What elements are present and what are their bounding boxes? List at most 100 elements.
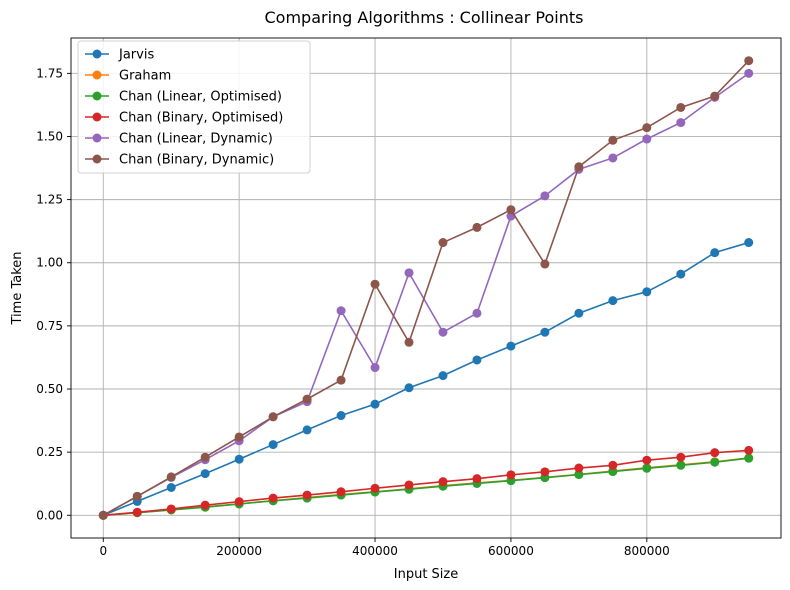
data-point <box>336 306 346 316</box>
data-point <box>540 327 550 337</box>
legend-entry: Chan (Binary, Optimised) <box>85 111 283 126</box>
data-point <box>676 452 686 462</box>
legend-entry: Chan (Binary, Dynamic) <box>85 153 274 168</box>
series-line <box>103 449 749 517</box>
series-layer <box>98 56 754 520</box>
legend-marker <box>92 91 102 101</box>
data-point <box>574 470 584 480</box>
data-point <box>608 460 618 470</box>
legend-marker <box>92 154 102 164</box>
data-point <box>404 337 414 347</box>
legend-entry: Jarvis <box>85 48 154 63</box>
legend-label: Chan (Linear, Dynamic) <box>119 132 273 147</box>
x-tick-label: 800000 <box>624 544 670 558</box>
legend-entry: Graham <box>85 69 171 84</box>
data-point <box>234 454 244 464</box>
legend-label: Chan (Binary, Optimised) <box>119 111 283 126</box>
data-point <box>574 308 584 318</box>
legend: Jarvis Graham Chan (Linear, Optimised) Chan… <box>77 40 311 174</box>
data-point <box>404 268 414 278</box>
x-axis-label: Input Size <box>394 567 458 582</box>
legend-marker <box>92 133 102 143</box>
y-tick-label: 0.25 <box>36 445 63 459</box>
data-point <box>438 327 448 337</box>
data-point <box>540 259 550 269</box>
legend-marker <box>92 70 102 80</box>
data-point <box>676 269 686 279</box>
data-point <box>268 412 278 422</box>
data-point <box>438 238 448 248</box>
data-point <box>710 448 720 458</box>
data-point <box>642 463 652 473</box>
series-line <box>102 241 749 517</box>
legend-label: Chan (Linear, Optimised) <box>119 90 282 105</box>
y-tick-label: 1.75 <box>36 66 63 80</box>
data-point <box>404 480 414 490</box>
plot-frame <box>70 37 782 539</box>
data-point <box>302 394 312 404</box>
series-line <box>102 72 750 516</box>
data-point <box>676 460 686 470</box>
y-tick-label: 1.00 <box>36 256 63 270</box>
y-tick-label: 1.50 <box>36 129 63 143</box>
legend-label: Jarvis <box>118 48 154 63</box>
x-tick-label: 600000 <box>488 544 534 558</box>
y-axis-label: Time Taken <box>10 251 25 325</box>
series-5 <box>98 56 754 520</box>
data-point <box>506 470 516 480</box>
data-point <box>132 491 142 501</box>
data-point <box>472 308 482 318</box>
data-point <box>540 191 550 201</box>
legend-label: Chan (Binary, Dynamic) <box>119 153 274 168</box>
x-tick-label: 0 <box>99 544 107 558</box>
data-point <box>710 91 720 101</box>
data-point <box>608 153 618 163</box>
data-point <box>472 474 482 484</box>
data-point <box>370 483 380 493</box>
data-point <box>268 493 278 503</box>
data-point <box>166 472 176 482</box>
data-point <box>574 162 584 172</box>
legend-box <box>77 40 311 174</box>
data-point <box>98 510 108 520</box>
data-point <box>472 355 482 365</box>
data-point <box>370 399 380 409</box>
series-line <box>103 457 749 517</box>
tick-layer: 0 200000 400000 600000 800000 0.00 0.25 0.50 0.7… <box>36 66 669 558</box>
series-3 <box>98 445 754 520</box>
data-point <box>710 248 720 258</box>
data-point <box>234 432 244 442</box>
data-point <box>744 453 754 463</box>
data-point <box>234 497 244 507</box>
data-point <box>166 482 176 492</box>
data-point <box>608 296 618 306</box>
data-point <box>336 375 346 385</box>
data-point <box>370 363 380 373</box>
series-line <box>103 457 749 517</box>
data-point <box>438 371 448 381</box>
y-tick-label: 1.25 <box>36 193 63 207</box>
data-point <box>676 118 686 128</box>
data-point <box>370 279 380 289</box>
data-point <box>608 467 618 477</box>
data-point <box>302 425 312 435</box>
data-point <box>574 463 584 473</box>
data-point <box>404 383 414 393</box>
legend-label: Graham <box>119 69 171 84</box>
chart-title: Comparing Algorithms : Collinear Points <box>265 8 584 27</box>
data-point <box>744 68 754 78</box>
data-point <box>710 457 720 467</box>
x-tick-label: 200000 <box>216 544 262 558</box>
data-point <box>744 238 754 248</box>
data-point <box>642 455 652 465</box>
data-point <box>642 123 652 133</box>
x-tick-label: 400000 <box>352 544 398 558</box>
data-point <box>132 507 142 517</box>
y-tick-label: 0.75 <box>36 319 63 333</box>
series-line <box>102 60 750 516</box>
data-point <box>472 222 482 232</box>
legend-entry: Chan (Linear, Dynamic) <box>85 132 273 147</box>
y-tick-label: 0.50 <box>36 382 63 396</box>
data-point <box>302 490 312 500</box>
